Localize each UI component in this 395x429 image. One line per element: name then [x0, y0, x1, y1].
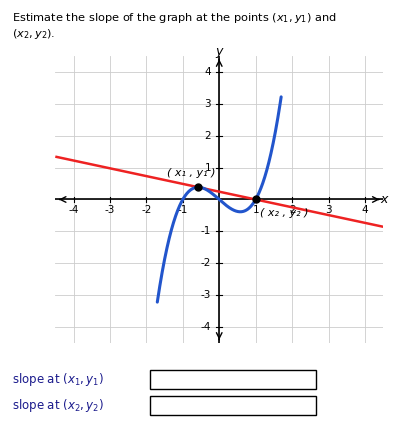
Text: 3: 3 [205, 99, 211, 109]
Text: Estimate the slope of the graph at the points $(x_1, y_1)$ and $(x_2, y_2)$.: Estimate the slope of the graph at the p… [12, 11, 337, 41]
Text: 4: 4 [362, 205, 368, 215]
Text: 1: 1 [252, 205, 259, 215]
Text: y: y [216, 45, 223, 58]
Text: -2: -2 [201, 258, 211, 269]
Text: 3: 3 [325, 205, 332, 215]
Text: slope at $(x_2, y_2)$: slope at $(x_2, y_2)$ [12, 397, 103, 414]
Text: -3: -3 [201, 290, 211, 300]
Text: -2: -2 [141, 205, 152, 215]
Text: ( x₁ , y₁ ): ( x₁ , y₁ ) [167, 168, 216, 178]
Text: ( x₂ , y₂ ): ( x₂ , y₂ ) [260, 208, 308, 218]
Text: -1: -1 [201, 227, 211, 236]
Text: x: x [380, 193, 387, 206]
Text: -3: -3 [105, 205, 115, 215]
Text: -4: -4 [201, 322, 211, 332]
Text: 2: 2 [289, 205, 295, 215]
Text: -4: -4 [68, 205, 79, 215]
Text: 4: 4 [205, 67, 211, 77]
Text: -1: -1 [178, 205, 188, 215]
Text: slope at $(x_1, y_1)$: slope at $(x_1, y_1)$ [12, 371, 103, 388]
Text: 1: 1 [205, 163, 211, 172]
Text: 2: 2 [205, 130, 211, 141]
